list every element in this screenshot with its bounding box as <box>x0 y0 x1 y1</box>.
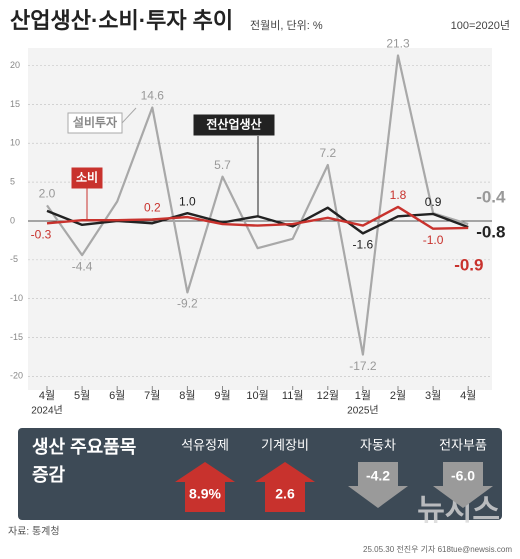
x-tick-label: 1월 <box>355 389 371 402</box>
legend-label: 설비투자 <box>73 115 117 130</box>
data-label: -0.8 <box>476 223 505 242</box>
y-tick-label: 15 <box>10 99 20 109</box>
y-tick-label: 0 <box>10 215 15 225</box>
item-value: -4.2 <box>366 468 390 484</box>
year-label: 2025년 <box>347 405 378 417</box>
data-label: 2.0 <box>39 187 56 201</box>
data-label: 1.8 <box>390 188 407 202</box>
data-label: 1.0 <box>179 194 196 208</box>
y-tick-label: 10 <box>10 138 20 148</box>
x-tick-label: 4월 <box>460 389 476 402</box>
data-label: -1.6 <box>353 238 374 252</box>
y-tick-label: 5 <box>10 176 15 186</box>
credit: 25.05.30 전진우 기자 618tue@newsis.com <box>363 544 512 554</box>
y-tick-label: -20 <box>10 371 23 381</box>
legend-label: 소비 <box>76 170 98 185</box>
x-tick-label: 12월 <box>317 389 339 402</box>
y-tick-label: -5 <box>10 254 18 264</box>
x-tick-label: 5월 <box>74 389 90 402</box>
y-tick-label: -15 <box>10 332 23 342</box>
item-name: 석유정제 <box>181 437 229 452</box>
change-arrow <box>255 462 315 512</box>
series-line <box>46 54 469 356</box>
data-label: -0.4 <box>476 188 506 207</box>
source: 자료: 통계청 <box>8 526 60 538</box>
x-tick-label: 11월 <box>282 389 304 402</box>
data-label: -0.9 <box>454 255 483 274</box>
panel-title: 증감 <box>32 465 66 485</box>
item-value: 8.9% <box>189 486 221 502</box>
x-tick-label: 4월 <box>39 389 55 402</box>
change-arrow <box>348 462 408 508</box>
base-note: 100=2020년 <box>451 19 510 32</box>
item-value: 2.6 <box>275 486 295 502</box>
data-label: 21.3 <box>386 37 410 51</box>
legend-box <box>71 167 103 189</box>
x-tick-label: 3월 <box>425 389 441 402</box>
data-label: 5.7 <box>214 158 231 172</box>
item-value: -6.0 <box>451 468 475 484</box>
data-label: -0.3 <box>31 227 52 241</box>
subtitle: 전월비, 단위: % <box>250 19 323 32</box>
item-name: 전자부품 <box>439 437 487 452</box>
item-name: 자동차 <box>360 437 396 452</box>
year-label: 2024년 <box>31 405 62 417</box>
item-name: 기계장비 <box>261 437 309 452</box>
data-label: -4.4 <box>72 259 93 273</box>
legend-box <box>193 114 275 136</box>
x-tick-label: 7월 <box>144 389 160 402</box>
change-arrow <box>175 462 235 512</box>
x-tick-label: 8월 <box>179 389 195 402</box>
legend-label: 전산업생산 <box>206 117 261 132</box>
x-tick-label: 6월 <box>109 389 125 402</box>
data-label: 0.9 <box>425 195 442 209</box>
title: 산업생산·소비·투자 추이 <box>10 8 233 33</box>
legend-leader <box>121 107 137 124</box>
data-label: 7.2 <box>319 146 336 160</box>
x-tick-label: 9월 <box>214 389 230 402</box>
x-tick-label: 2월 <box>390 389 406 402</box>
data-label: 0.2 <box>144 201 161 215</box>
data-label: 14.6 <box>141 89 165 103</box>
change-arrow <box>433 462 493 508</box>
data-label: -9.2 <box>177 297 198 311</box>
data-label: -1.0 <box>423 233 444 247</box>
y-tick-label: -10 <box>10 293 23 303</box>
panel-title: 생산 주요품목 <box>32 437 136 457</box>
data-label: -17.2 <box>349 359 377 373</box>
y-tick-label: 20 <box>10 60 20 70</box>
series-line <box>46 205 469 230</box>
legend-box <box>67 112 123 134</box>
x-tick-label: 10월 <box>246 389 268 402</box>
